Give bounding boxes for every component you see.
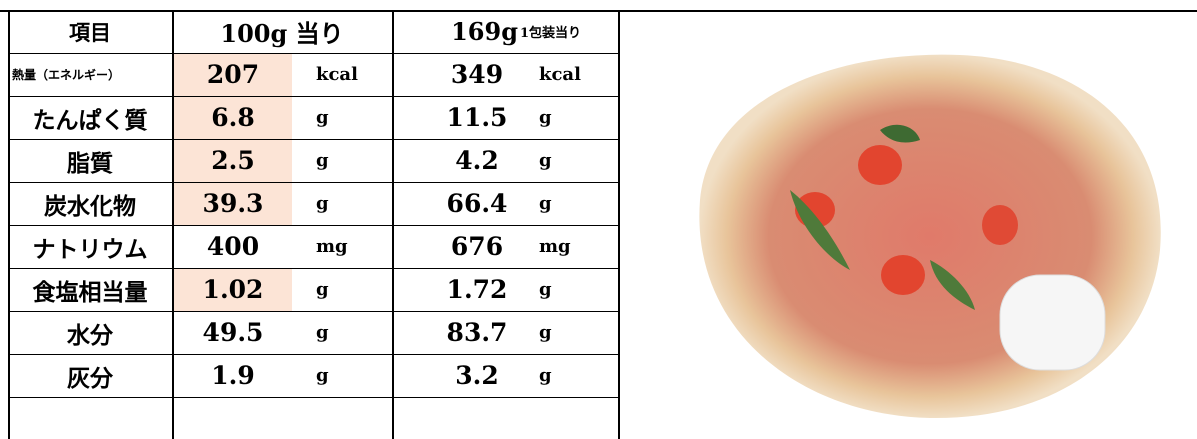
value: 4.2: [455, 146, 499, 175]
unit: g: [316, 150, 329, 171]
tomato: [858, 145, 902, 185]
value: 1.72: [446, 275, 508, 304]
row-line: [8, 96, 618, 97]
unit: g: [316, 107, 329, 128]
basil: [880, 124, 920, 143]
row-line: [8, 311, 618, 312]
basil: [930, 260, 975, 310]
item-label: 脂質: [67, 149, 113, 177]
item-label: 灰分: [67, 364, 113, 392]
value: 11.5: [446, 103, 508, 132]
unit: g: [316, 365, 329, 386]
unit: g: [316, 279, 329, 300]
unit: kcal: [539, 64, 581, 85]
header-cell: 100g 当り: [220, 19, 344, 48]
row-line: [8, 397, 618, 398]
value: 1.9: [211, 361, 255, 390]
row-line: [8, 139, 618, 140]
value: 49.5: [202, 318, 264, 347]
top-border: [0, 10, 1197, 12]
item-label: 食塩相当量: [32, 278, 148, 306]
tomato: [881, 255, 925, 295]
highlight: [174, 140, 292, 182]
header-cell: 169g: [451, 17, 518, 46]
highlight: [174, 269, 292, 311]
value: 1.02: [202, 275, 264, 304]
value: 6.8: [211, 103, 255, 132]
unit: g: [539, 279, 552, 300]
unit: g: [539, 107, 552, 128]
item-label: 炭水化物: [44, 192, 136, 220]
unit: kcal: [316, 64, 358, 85]
row-line: [8, 53, 618, 54]
unit: g: [539, 150, 552, 171]
value: 39.3: [202, 189, 264, 218]
value: 400: [206, 232, 260, 261]
highlight: [174, 54, 292, 96]
value: 676: [450, 232, 504, 261]
item-label: 水分: [67, 321, 113, 349]
column-line: [392, 10, 394, 439]
column-line: [172, 10, 174, 439]
sticker: [999, 274, 1106, 371]
unit: g: [316, 322, 329, 343]
value: 207: [206, 60, 260, 89]
row-line: [8, 268, 618, 269]
unit: mg: [539, 236, 571, 257]
item-label: 熱量（エネルギー）: [12, 68, 121, 82]
highlight: [174, 97, 292, 139]
value: 83.7: [446, 318, 508, 347]
header-cell: 項目: [69, 19, 111, 45]
row-line: [8, 354, 618, 355]
row-line: [8, 225, 618, 226]
value: 2.5: [211, 146, 255, 175]
item-label: たんぱく質: [32, 106, 148, 134]
column-line: [618, 10, 620, 439]
column-line: [8, 10, 10, 439]
row-line: [8, 182, 618, 183]
unit: g: [539, 193, 552, 214]
pizza: [699, 54, 1161, 419]
unit: g: [316, 193, 329, 214]
tomato: [982, 205, 1018, 245]
value: 3.2: [455, 361, 499, 390]
highlight: [174, 183, 292, 225]
item-label: ナトリウム: [32, 235, 148, 263]
header-cell: 1包装当り: [520, 26, 582, 41]
unit: mg: [316, 236, 348, 257]
unit: g: [539, 365, 552, 386]
basil: [790, 190, 850, 270]
value: 66.4: [446, 189, 508, 218]
unit: g: [539, 322, 552, 343]
value: 349: [450, 60, 504, 89]
